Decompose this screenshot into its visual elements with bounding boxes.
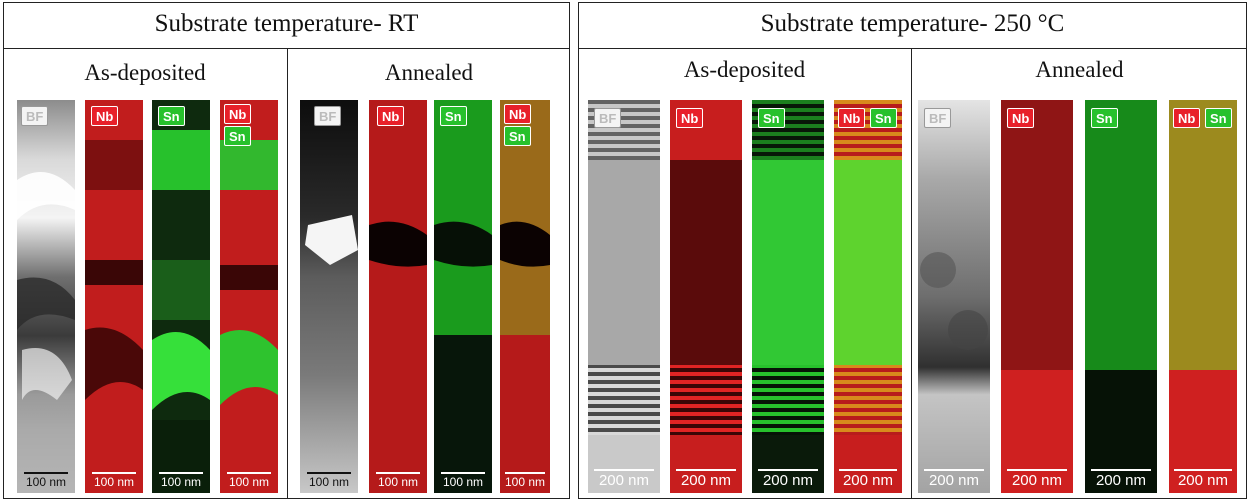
rt-annealed-label: Annealed (384, 60, 474, 85)
sn-label: Sn (504, 126, 531, 146)
nb-label: Nb (504, 104, 532, 124)
scale-bar: 100 nm (369, 472, 427, 489)
rt-asdep-bf-image: BF 100 nm (17, 100, 75, 493)
t250-asdep-overlay-map: Nb Sn 200 nm (834, 100, 902, 493)
t250-as-deposited-label: As-deposited (683, 57, 806, 82)
sn-label: Sn (1205, 108, 1232, 128)
nb-label: Nb (1007, 108, 1035, 128)
scale-bar: 200 nm (918, 469, 990, 489)
scale-bar: 200 nm (1169, 469, 1237, 489)
bf-label: BF (314, 106, 342, 126)
scale-bar: 100 nm (434, 472, 492, 489)
scale-bar: 200 nm (1085, 469, 1157, 489)
rt-asdep-sn-map: Sn 100 nm (152, 100, 210, 493)
rt-ann-overlay-map: Nb Sn 100 nm (500, 100, 550, 493)
nb-label: Nb (91, 106, 119, 126)
scale-bar: 200 nm (588, 469, 660, 489)
scale-bar: 100 nm (500, 472, 550, 489)
rt-title-divider (3, 48, 570, 49)
rt-as-deposited-label: As-deposited (84, 60, 206, 85)
scale-bar: 100 nm (152, 472, 210, 489)
scale-bar: 200 nm (752, 469, 824, 489)
t250-asdep-bf-image: BF 200 nm (588, 100, 660, 493)
rt-ann-nb-map: Nb 100 nm (369, 100, 427, 493)
scale-bar: 200 nm (670, 469, 742, 489)
t250-asdep-sn-map: Sn 200 nm (752, 100, 824, 493)
bf-label: BF (594, 108, 622, 128)
t250-ann-sn-map: Sn 200 nm (1085, 100, 1157, 493)
nb-label: Nb (676, 108, 704, 128)
sn-label: Sn (224, 126, 251, 146)
rt-subpanel-divider (287, 48, 288, 499)
bf-label: BF (21, 106, 49, 126)
rt-panel-title: Substrate temperature- RT (154, 10, 419, 37)
rt-asdep-nb-map: Nb 100 nm (85, 100, 143, 493)
scale-bar: 100 nm (220, 472, 278, 489)
t250-title-divider (578, 48, 1247, 49)
t250-annealed-label: Annealed (1035, 57, 1124, 82)
t250-panel-title: Substrate temperature- 250 °C (760, 10, 1065, 37)
scale-bar: 100 nm (17, 472, 75, 489)
sn-label: Sn (758, 108, 785, 128)
rt-ann-bf-image: BF 100 nm (300, 100, 358, 493)
scale-bar: 200 nm (834, 469, 902, 489)
sn-label: Sn (440, 106, 467, 126)
t250-ann-bf-image: BF 200 nm (918, 100, 990, 493)
rt-asdep-overlay-map: Nb Sn 100 nm (220, 100, 278, 493)
nb-label: Nb (224, 104, 252, 124)
scale-bar: 200 nm (1001, 469, 1073, 489)
rt-ann-sn-map: Sn 100 nm (434, 100, 492, 493)
t250-asdep-nb-map: Nb 200 nm (670, 100, 742, 493)
sn-label: Sn (1091, 108, 1118, 128)
t250-ann-overlay-map: Nb Sn 200 nm (1169, 100, 1237, 493)
bf-label: BF (924, 108, 952, 128)
sn-label: Sn (870, 108, 897, 128)
nb-label: Nb (1173, 108, 1201, 128)
sn-label: Sn (158, 106, 185, 126)
scale-bar: 100 nm (300, 472, 358, 489)
t250-ann-nb-map: Nb 200 nm (1001, 100, 1073, 493)
nb-label: Nb (838, 108, 866, 128)
t250-subpanel-divider (911, 48, 912, 499)
nb-label: Nb (377, 106, 405, 126)
scale-bar: 100 nm (85, 472, 143, 489)
